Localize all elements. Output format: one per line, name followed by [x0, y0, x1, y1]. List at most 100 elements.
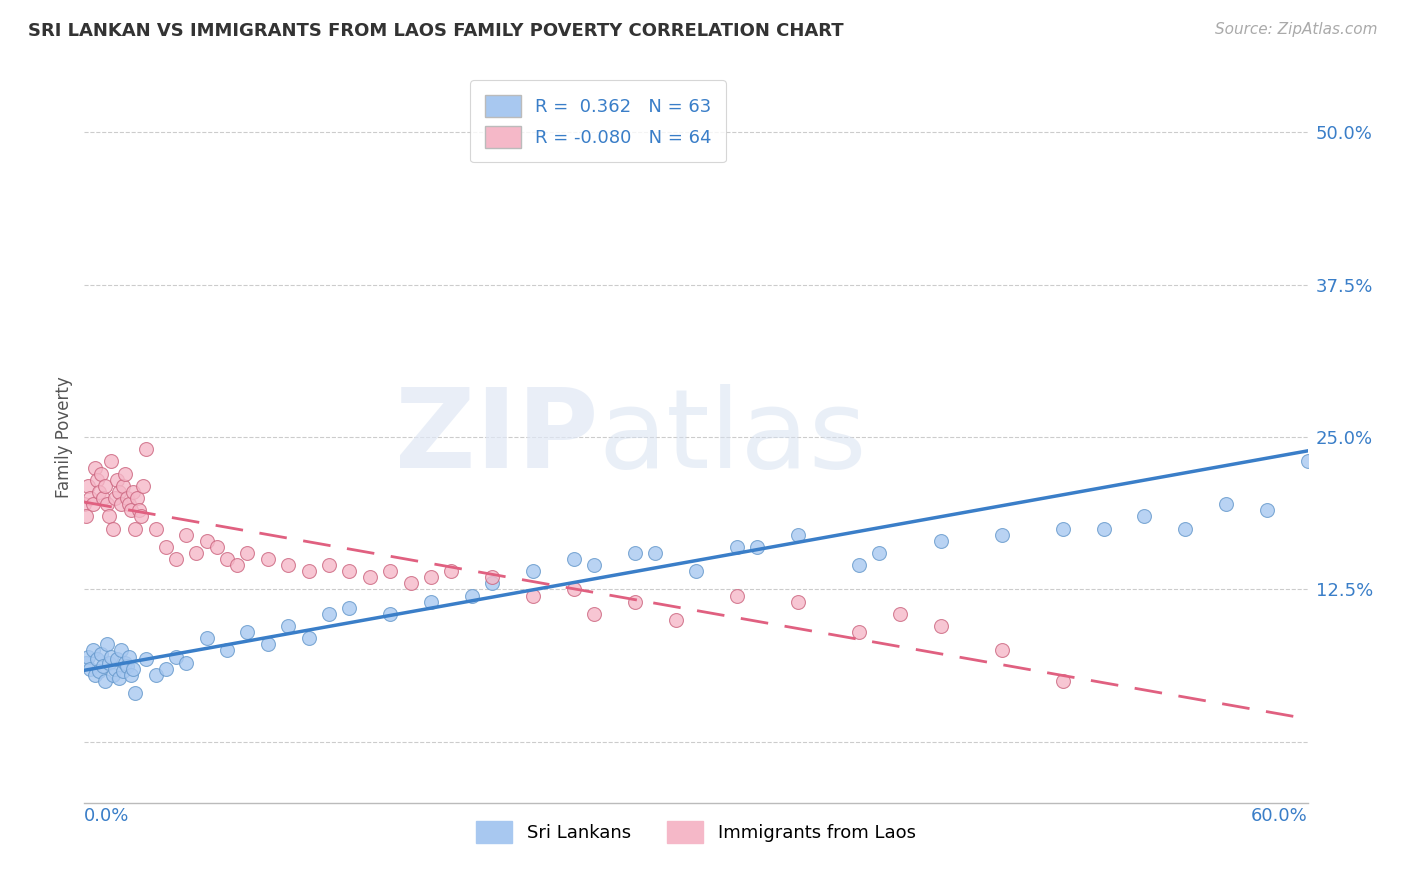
Point — [155, 662, 177, 676]
Point — [100, 649, 122, 664]
Point — [120, 667, 142, 682]
Point — [991, 527, 1014, 541]
Point — [195, 533, 218, 548]
Text: atlas: atlas — [598, 384, 866, 491]
Point — [101, 521, 124, 535]
Point — [787, 527, 810, 541]
Point — [217, 552, 239, 566]
Text: SRI LANKAN VS IMMIGRANTS FROM LAOS FAMILY POVERTY CORRELATION CHART: SRI LANKAN VS IMMIGRANTS FROM LAOS FAMIL… — [28, 22, 844, 40]
Point — [583, 558, 606, 573]
Point — [298, 564, 321, 578]
Point — [195, 632, 218, 646]
Point — [127, 491, 149, 505]
Point — [562, 582, 585, 597]
Point — [110, 643, 132, 657]
Point — [522, 564, 544, 578]
Point — [155, 540, 177, 554]
Point — [624, 546, 647, 560]
Point — [725, 540, 748, 554]
Point — [112, 664, 135, 678]
Point — [889, 607, 911, 621]
Point — [174, 527, 197, 541]
Point — [91, 659, 114, 673]
Point — [380, 564, 402, 578]
Point — [380, 607, 402, 621]
Point — [75, 656, 97, 670]
Point — [787, 594, 810, 608]
Text: 0.0%: 0.0% — [84, 807, 129, 825]
Point — [96, 497, 118, 511]
Point — [83, 460, 105, 475]
Point — [79, 662, 101, 676]
Point — [440, 564, 463, 578]
Point — [1296, 454, 1319, 468]
Point — [128, 503, 150, 517]
Point — [277, 619, 299, 633]
Point — [122, 662, 145, 676]
Point — [135, 442, 157, 457]
Point — [165, 552, 187, 566]
Point — [298, 632, 321, 646]
Point — [104, 662, 127, 676]
Legend: R =  0.362   N = 63, R = -0.080   N = 64: R = 0.362 N = 63, R = -0.080 N = 64 — [470, 80, 725, 162]
Point — [583, 607, 606, 621]
Point — [205, 540, 228, 554]
Text: 60.0%: 60.0% — [1251, 807, 1308, 825]
Point — [236, 625, 259, 640]
Point — [96, 637, 118, 651]
Point — [118, 497, 141, 511]
Point — [929, 619, 952, 633]
Point — [848, 558, 870, 573]
Point — [481, 570, 503, 584]
Point — [145, 667, 167, 682]
Point — [132, 479, 155, 493]
Point — [869, 546, 891, 560]
Point — [725, 589, 748, 603]
Point — [747, 540, 769, 554]
Point — [186, 546, 208, 560]
Point — [104, 491, 127, 505]
Point — [236, 546, 259, 560]
Point — [562, 552, 585, 566]
Point — [124, 521, 146, 535]
Point — [115, 659, 138, 673]
Point — [87, 664, 110, 678]
Point — [108, 485, 131, 500]
Point — [1052, 673, 1074, 688]
Point — [93, 479, 115, 493]
Point — [97, 656, 120, 670]
Point — [644, 546, 666, 560]
Point — [481, 576, 503, 591]
Point — [174, 656, 197, 670]
Point — [217, 643, 239, 657]
Point — [461, 589, 484, 603]
Point — [399, 576, 422, 591]
Point — [90, 647, 112, 661]
Point — [105, 652, 128, 666]
Point — [118, 649, 141, 664]
Point — [82, 643, 104, 657]
Text: ZIP: ZIP — [395, 384, 598, 491]
Point — [339, 600, 361, 615]
Point — [110, 497, 132, 511]
Point — [991, 643, 1014, 657]
Point — [93, 673, 115, 688]
Y-axis label: Family Poverty: Family Poverty — [55, 376, 73, 498]
Point — [79, 491, 101, 505]
Point — [114, 656, 136, 670]
Point — [108, 672, 131, 686]
Point — [73, 497, 96, 511]
Point — [165, 649, 187, 664]
Point — [145, 521, 167, 535]
Point — [257, 637, 280, 651]
Point — [122, 485, 145, 500]
Point — [83, 667, 105, 682]
Point — [115, 491, 138, 505]
Point — [277, 558, 299, 573]
Point — [257, 552, 280, 566]
Point — [1215, 497, 1237, 511]
Point — [339, 564, 361, 578]
Point — [1052, 521, 1074, 535]
Point — [665, 613, 688, 627]
Point — [82, 497, 104, 511]
